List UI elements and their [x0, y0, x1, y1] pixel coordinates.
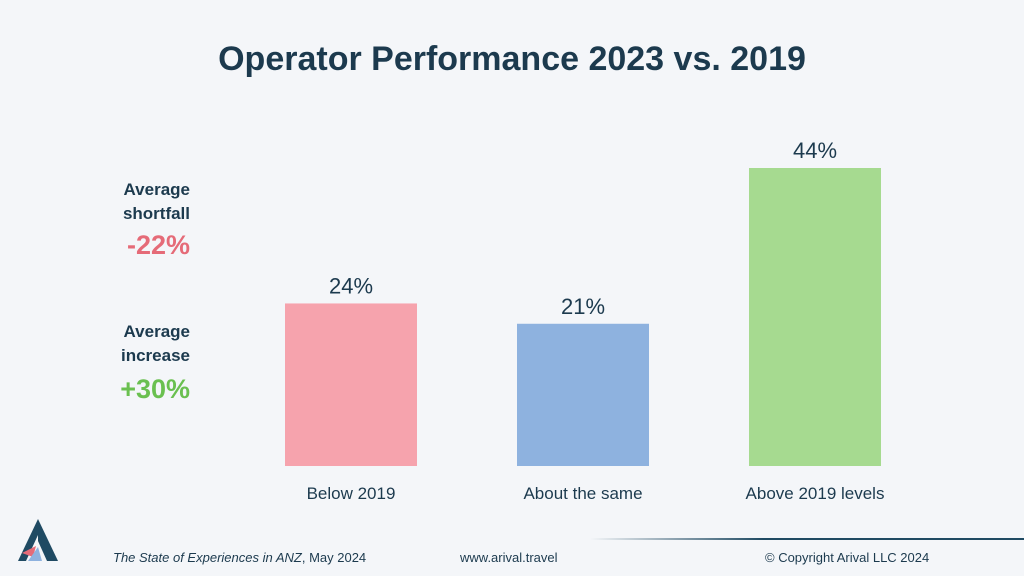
- footer-copyright: © Copyright Arival LLC 2024: [765, 550, 930, 565]
- bar-below-2019: [285, 303, 417, 466]
- category-label-above-2019-levels: Above 2019 levels: [746, 484, 885, 503]
- bar-above-2019-levels: [749, 168, 881, 466]
- value-label-above-2019-levels: 44%: [793, 138, 837, 163]
- increase-label: Average increase: [60, 320, 190, 368]
- footer-divider: [590, 538, 1024, 540]
- shortfall-label-line2: shortfall: [122, 204, 190, 223]
- category-label-about-the-same: About the same: [523, 484, 642, 503]
- value-label-below-2019: 24%: [329, 273, 373, 298]
- category-label-below-2019: Below 2019: [307, 484, 396, 503]
- arival-logo-icon: [18, 519, 58, 561]
- chart-title: Operator Performance 2023 vs. 2019: [218, 40, 806, 78]
- shortfall-value: -22%: [126, 230, 190, 260]
- footer-website[interactable]: www.arival.travel: [460, 550, 558, 565]
- footer-source-title: The State of Experiences in ANZ: [113, 550, 302, 565]
- footer-source-date: , May 2024: [301, 550, 367, 565]
- value-label-about-the-same: 21%: [561, 294, 605, 319]
- bar-about-the-same: [517, 323, 649, 466]
- shortfall-label-line1: Average: [123, 180, 190, 199]
- increase-label-line2: increase: [121, 346, 190, 365]
- increase-label-line1: Average: [123, 322, 190, 341]
- shortfall-label: Average shortfall: [60, 178, 190, 226]
- increase-value: +30%: [120, 374, 190, 404]
- footer-source: The State of Experiences in ANZ, May 202…: [113, 550, 366, 565]
